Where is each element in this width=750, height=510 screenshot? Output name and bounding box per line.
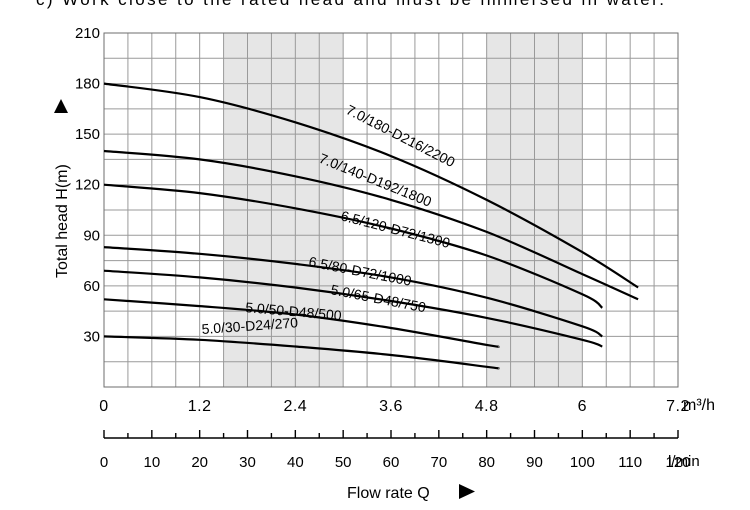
curve-6.5/80-D72/1000 <box>103 246 603 338</box>
y-tick-label: 210 <box>75 25 100 42</box>
y-tick-labels: 30 60 90 120 150 180 210 <box>75 25 100 345</box>
curve-label: 5.0/30-D24/270 <box>201 314 299 337</box>
lpm-tick-label: 20 <box>191 454 208 471</box>
lpm-tick-label: 0 <box>100 454 108 471</box>
lpm-tick-label: 10 <box>143 454 160 471</box>
x-tick-label: 6 <box>578 398 587 415</box>
x-tick-label: 0 <box>99 398 108 415</box>
performance-curves <box>103 82 639 370</box>
lpm-tick-label: 120 <box>665 454 690 471</box>
y-tick-label: 120 <box>75 177 100 194</box>
y-tick-label: 150 <box>75 126 100 143</box>
y-axis-title: Total head H(m) <box>54 99 71 278</box>
grid-lines <box>104 33 678 387</box>
curve-7.0/140-D192/1800 <box>103 149 639 301</box>
header-text: c) Work close to the rated head and must… <box>36 0 666 10</box>
lpm-tick-label: 30 <box>239 454 256 471</box>
curve-label: 5.0/65-D48/750 <box>329 281 427 315</box>
lpm-unit-label: l/min <box>668 453 700 470</box>
y-axis-arrow-icon <box>54 99 68 113</box>
x-tick-label: 3.6 <box>379 398 403 415</box>
x-unit-label: m³/h <box>683 397 715 414</box>
lpm-tick-label: 80 <box>478 454 495 471</box>
x-axis-title: Flow rate Q <box>347 484 475 502</box>
y-tick-label: 30 <box>83 328 100 345</box>
curve-7.0/180-D216/2200 <box>103 82 639 289</box>
y-tick-label: 90 <box>83 227 100 244</box>
lpm-tick-label: 40 <box>287 454 304 471</box>
curve-5.0/65-D48/750 <box>103 269 603 348</box>
x-tick-labels: 0 1.2 2.4 3.6 4.8 6 7.2 <box>99 398 690 415</box>
y-tick-label: 60 <box>83 278 100 295</box>
x-axis-arrow-icon <box>459 484 475 499</box>
lpm-tick-label: 70 <box>430 454 447 471</box>
lpm-tick-label: 90 <box>526 454 543 471</box>
curve-5.0/30-D24/270 <box>103 335 500 370</box>
lpm-tick-label: 110 <box>618 454 642 471</box>
plot-frame <box>103 32 679 388</box>
x-tick-label: 1.2 <box>188 398 212 415</box>
x-tick-label: 2.4 <box>283 398 307 415</box>
curve-6.5/120-D72/1300 <box>103 183 604 309</box>
lpm-tick-label: 50 <box>335 454 352 471</box>
x-axis-title-text: Flow rate Q <box>347 485 430 502</box>
x-tick-label: 7.2 <box>666 398 690 415</box>
curve-5.0/50-D48/500 <box>103 298 500 348</box>
y-axis-title-text: Total head H(m) <box>54 164 71 278</box>
x-tick-label: 4.8 <box>475 398 499 415</box>
lpm-tick-label: 100 <box>570 454 595 471</box>
y-tick-label: 180 <box>75 76 100 93</box>
lpm-tick-label: 60 <box>383 454 400 471</box>
